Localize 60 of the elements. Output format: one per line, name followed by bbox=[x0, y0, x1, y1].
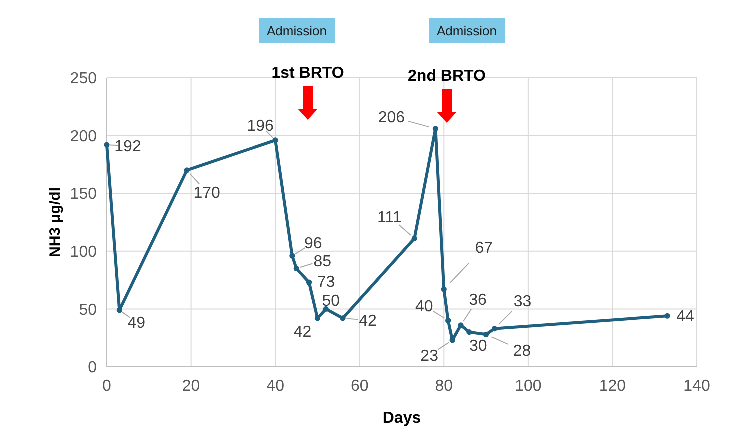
y-tick-label: 150 bbox=[70, 186, 98, 204]
data-label: 206 bbox=[378, 109, 406, 126]
data-label: 170 bbox=[194, 185, 221, 202]
y-tick-label: 50 bbox=[79, 302, 98, 319]
y-tick-label: 100 bbox=[70, 244, 98, 261]
data-label: 192 bbox=[114, 138, 142, 156]
y-tick-label: 0 bbox=[88, 360, 98, 377]
point bbox=[104, 142, 110, 148]
x-tick-label: 40 bbox=[266, 378, 285, 395]
x-axis-title: Days bbox=[382, 410, 422, 427]
x-tick-label: 120 bbox=[599, 378, 626, 395]
point bbox=[272, 138, 278, 144]
y-tick-label: 250 bbox=[70, 70, 98, 88]
data-label: 42 bbox=[294, 324, 312, 342]
point bbox=[290, 253, 296, 259]
data-label: 30 bbox=[470, 338, 488, 355]
x-tick-label: 60 bbox=[350, 378, 369, 395]
point bbox=[450, 338, 456, 344]
point bbox=[340, 316, 346, 322]
text: Admission bbox=[437, 24, 497, 39]
data-label: 28 bbox=[513, 343, 532, 360]
data-label: 96 bbox=[304, 236, 322, 253]
point bbox=[116, 308, 122, 314]
point bbox=[664, 313, 670, 319]
data-label: 67 bbox=[475, 240, 494, 258]
data-label: 196 bbox=[247, 118, 274, 136]
y-axis-title: NH3 μg/dl bbox=[47, 187, 64, 258]
point bbox=[294, 266, 300, 272]
point bbox=[458, 322, 464, 328]
point bbox=[441, 286, 447, 292]
x-tick-label: 100 bbox=[515, 378, 542, 395]
data-label: 50 bbox=[322, 292, 340, 310]
point bbox=[314, 316, 321, 322]
data-label: 73 bbox=[317, 274, 336, 292]
text: Admission bbox=[267, 24, 327, 39]
point bbox=[483, 332, 490, 338]
x-tick-label: 20 bbox=[182, 378, 200, 395]
x-tick-label: 80 bbox=[435, 378, 454, 395]
point bbox=[306, 280, 312, 286]
x-tick-label: 140 bbox=[684, 378, 710, 395]
data-label: 23 bbox=[420, 348, 439, 366]
data-label: 42 bbox=[359, 313, 377, 330]
y-tick-label: 200 bbox=[70, 128, 98, 146]
annotation: 1st BRTO bbox=[272, 65, 344, 82]
data-label: 44 bbox=[676, 308, 694, 326]
point bbox=[446, 318, 452, 324]
point bbox=[412, 236, 418, 242]
data-label: 85 bbox=[314, 253, 332, 270]
point bbox=[432, 126, 439, 132]
x-tick-label: 0 bbox=[102, 378, 112, 395]
data-label: 36 bbox=[469, 292, 487, 309]
point bbox=[466, 330, 472, 336]
data-label: 40 bbox=[415, 298, 434, 316]
point bbox=[184, 168, 190, 174]
data-label: 33 bbox=[514, 293, 532, 310]
data-label: 111 bbox=[377, 209, 402, 226]
annotation: 2nd BRTO bbox=[408, 68, 486, 85]
point bbox=[323, 306, 329, 312]
point bbox=[492, 326, 498, 332]
data-label: 49 bbox=[128, 314, 146, 332]
